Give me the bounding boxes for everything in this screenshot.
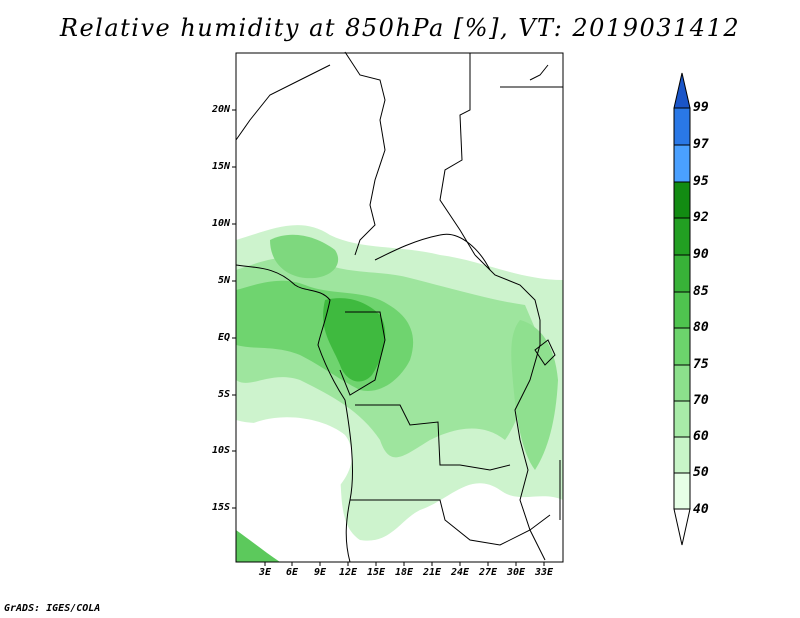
lon-ticks xyxy=(264,562,545,566)
colorbar-label-75: 75 xyxy=(693,357,709,372)
lat-label-5n: 5N xyxy=(217,275,230,286)
lon-label-30e: 30E xyxy=(506,567,526,578)
colorbar-label-60: 60 xyxy=(693,429,709,444)
lat-label-10n: 10N xyxy=(211,218,230,229)
lat-label-eq: EQ xyxy=(217,332,230,343)
colorbar-label-70: 70 xyxy=(693,393,709,408)
lon-label-15e: 15E xyxy=(366,567,386,578)
humidity-field xyxy=(236,53,563,562)
colorbar-label-50: 50 xyxy=(693,465,709,480)
lat-label-10s: 10S xyxy=(211,445,230,456)
colorbar-bin-95-97 xyxy=(673,144,691,183)
colorbar-bin-50-60 xyxy=(673,436,691,474)
colorbar-label-90: 90 xyxy=(693,247,709,262)
colorbar-bin-92-95 xyxy=(673,181,691,219)
colorbar-bin-90-92 xyxy=(673,217,691,256)
lat-ticks xyxy=(232,109,236,509)
colorbar-label-99: 99 xyxy=(693,100,709,115)
humidity-zone-southwest xyxy=(236,530,280,562)
colorbar-bin-75-80 xyxy=(673,327,691,366)
colorbar-label-95: 95 xyxy=(693,174,709,189)
lon-label-6e: 6E xyxy=(285,567,299,578)
lon-label-9e: 9E xyxy=(313,567,327,578)
humidity-zone-east xyxy=(511,320,558,470)
map-title: Relative humidity at 850hPa [%], VT: 201… xyxy=(59,14,741,42)
colorbar-bin-60-70 xyxy=(673,400,691,438)
lat-label-15n: 15N xyxy=(211,161,230,172)
lon-label-12e: 12E xyxy=(338,567,358,578)
coastlines-borders xyxy=(235,51,563,563)
lat-label-5s: 5S xyxy=(217,389,230,400)
colorbar-bin-40-50 xyxy=(673,472,691,510)
colorbar-bin-80-85 xyxy=(673,291,691,329)
lon-label-27e: 27E xyxy=(478,567,498,578)
colorbar-top-arrow xyxy=(673,72,691,109)
colorbar-bottom-arrow xyxy=(673,508,691,546)
colorbar-label-40: 40 xyxy=(693,502,709,517)
colorbar-bin-97-99 xyxy=(673,107,691,146)
colorbar-label-85: 85 xyxy=(693,284,709,299)
lat-label-15s: 15S xyxy=(211,502,230,513)
humidity-zone-north xyxy=(270,234,339,279)
lon-label-3e: 3E xyxy=(258,567,272,578)
humidity-zone-core xyxy=(323,298,386,382)
lon-label-21e: 21E xyxy=(422,567,442,578)
colorbar-label-97: 97 xyxy=(693,137,709,152)
lon-label-33e: 33E xyxy=(534,567,554,578)
colorbar-label-92: 92 xyxy=(693,210,709,225)
colorbar xyxy=(673,72,691,546)
lat-label-20n: 20N xyxy=(211,104,230,115)
dry-zone-atlantic xyxy=(237,417,353,509)
colorbar-bin-70-75 xyxy=(673,364,691,402)
map-frame xyxy=(235,52,564,563)
credit-text: GrADS: IGES/COLA xyxy=(4,603,101,614)
lon-label-18e: 18E xyxy=(394,567,414,578)
colorbar-bin-85-90 xyxy=(673,254,691,293)
colorbar-label-80: 80 xyxy=(693,320,709,335)
lon-label-24e: 24E xyxy=(450,567,470,578)
